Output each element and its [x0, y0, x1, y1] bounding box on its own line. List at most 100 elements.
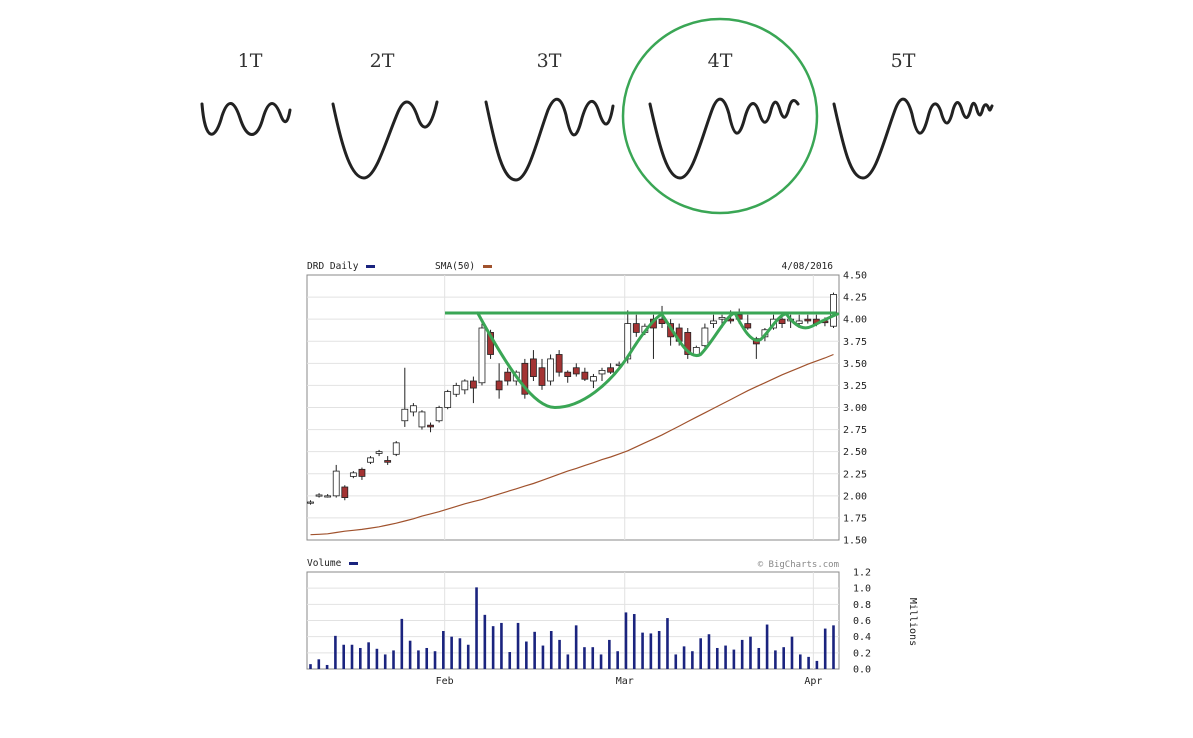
- candle-body: [495, 380, 503, 391]
- candle-body: [581, 371, 589, 380]
- volume-bar: [608, 639, 611, 669]
- volume-y-tick-labels: 1.2 1.0 0.8 0.6 0.4 0.2 0.0: [853, 568, 871, 676]
- volume-bar: [798, 654, 802, 669]
- volume-bar: [566, 654, 570, 669]
- candle-body: [538, 367, 546, 386]
- candle: [830, 292, 837, 328]
- candle-body: [684, 332, 692, 355]
- candle: [530, 350, 537, 381]
- candle: [770, 314, 777, 330]
- pattern-1t: 1T: [200, 50, 292, 136]
- candle-body: [650, 318, 657, 329]
- volume-bar: [350, 644, 354, 669]
- volume-bar: [774, 650, 777, 669]
- volume-x-gridlines: [444, 572, 814, 669]
- volume-bar: [807, 656, 810, 669]
- price-y-tick: 2.75: [843, 425, 867, 436]
- candle-body: [830, 294, 837, 327]
- volume-bar: [383, 654, 387, 669]
- candle: [761, 328, 769, 342]
- candle: [332, 464, 340, 498]
- pattern-3t-wave: [484, 97, 615, 182]
- candle-body: [332, 470, 340, 497]
- price-gridlines: [307, 296, 839, 519]
- candle-body: [435, 407, 443, 422]
- volume-bar: [508, 652, 512, 669]
- candle-body: [504, 371, 512, 382]
- volume-bar: [458, 638, 462, 669]
- volume-bar: [317, 659, 321, 669]
- volume-bar: [591, 647, 595, 669]
- candle-body: [615, 363, 623, 366]
- candle-body: [598, 369, 606, 375]
- candle-body: [555, 354, 563, 373]
- volume-bar: [691, 651, 694, 669]
- candle-body: [452, 385, 460, 395]
- pattern-5t-label: 5T: [891, 50, 916, 72]
- candle: [650, 314, 657, 359]
- candle-body: [744, 323, 752, 329]
- date-label: 4/08/2016: [782, 261, 834, 272]
- candles: [307, 292, 837, 505]
- pattern-4t: 4T: [621, 17, 819, 215]
- x-tick: Mar: [616, 676, 634, 687]
- price-y-tick: 1.75: [843, 513, 867, 524]
- candle: [452, 382, 460, 397]
- candle: [435, 405, 443, 423]
- candle: [315, 493, 323, 498]
- candle-body: [804, 318, 812, 322]
- candle: [470, 376, 477, 404]
- volume-bar: [574, 625, 578, 669]
- candle-body: [324, 495, 332, 498]
- candle-body: [692, 347, 700, 355]
- volume-bar: [549, 631, 553, 669]
- candle: [487, 329, 494, 359]
- candle: [718, 314, 726, 328]
- price-y-tick: 2.25: [843, 469, 867, 480]
- candle: [572, 363, 580, 377]
- candle: [581, 367, 589, 381]
- candle-body: [795, 320, 803, 324]
- price-y-tick: 3.00: [843, 403, 867, 414]
- price-y-tick: 4.25: [843, 293, 867, 304]
- candle: [624, 310, 632, 364]
- candle: [555, 350, 563, 377]
- volume-gridlines: [307, 587, 839, 654]
- pattern-2t-label: 2T: [370, 50, 395, 72]
- candle-body: [478, 327, 486, 384]
- candle-body: [358, 468, 366, 477]
- volume-chart: 1.2 1.0 0.8 0.6 0.4 0.2 0.0 Volume © BigCharts…: [306, 558, 918, 676]
- volume-bar: [334, 635, 337, 669]
- price-y-tick: 3.25: [843, 381, 867, 392]
- pattern-3t: 3T: [484, 50, 615, 182]
- volume-bar: [740, 639, 744, 669]
- volume-bar: [342, 644, 346, 669]
- volume-unit-label: Millions: [907, 598, 918, 646]
- candle-body: [487, 332, 494, 355]
- x-tick-labels: Feb Mar Apr: [436, 676, 823, 687]
- volume-bar: [475, 587, 478, 669]
- volume-bar: [832, 625, 835, 669]
- candle: [658, 305, 666, 328]
- candle-body: [761, 329, 769, 338]
- volume-bar: [450, 636, 453, 669]
- volume-bar: [765, 624, 769, 669]
- price-chart: 4.50 4.25 4.00 3.75 3.50 3.25 3.00 2.75 2.50 2.25…: [306, 261, 867, 547]
- pattern-2t: 2T: [331, 50, 439, 180]
- volume-bar: [674, 654, 678, 669]
- price-header: DRD Daily SMA(50) 4/08/2016: [307, 261, 833, 272]
- volume-bar: [715, 647, 719, 669]
- candle: [409, 403, 417, 417]
- candle: [710, 314, 717, 328]
- volume-bar: [442, 631, 445, 669]
- volume-bar: [757, 647, 761, 669]
- candle: [547, 354, 554, 386]
- volume-bar: [616, 651, 619, 669]
- volume-y-tick: 0.8: [853, 600, 871, 611]
- pattern-4t-wave: [648, 97, 800, 180]
- candle-body: [812, 318, 820, 324]
- volume-bar: [408, 640, 412, 669]
- candle: [324, 494, 332, 498]
- candle-body: [401, 408, 409, 422]
- volume-bar: [325, 664, 329, 669]
